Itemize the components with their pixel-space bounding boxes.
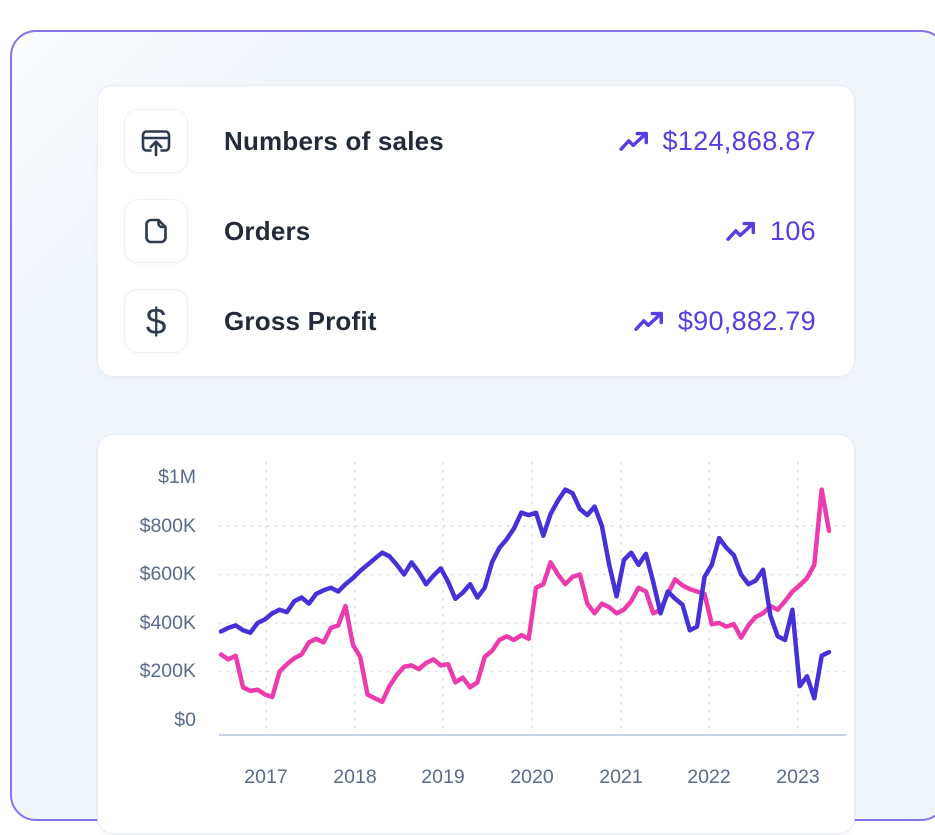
y-axis-tick: $1M bbox=[158, 466, 196, 488]
x-axis-tick: 2017 bbox=[244, 766, 288, 788]
y-axis-tick: $400K bbox=[139, 612, 196, 634]
x-axis-tick: 2018 bbox=[333, 766, 377, 788]
stat-value: $90,882.79 bbox=[677, 305, 816, 336]
x-axis-tick: 2021 bbox=[599, 766, 643, 788]
y-axis-tick: $200K bbox=[139, 660, 196, 682]
line-chart[interactable]: $1M $800K $600K $400K $200K $0 2017 2018… bbox=[98, 435, 854, 833]
dollar-glyph: $ bbox=[145, 300, 167, 342]
x-axis-tick: 2022 bbox=[687, 766, 731, 788]
y-axis-tick: $600K bbox=[139, 563, 196, 585]
stat-row-sales: Numbers of sales $124,868.87 bbox=[124, 109, 816, 173]
chart-card: $1M $800K $600K $400K $200K $0 2017 2018… bbox=[97, 434, 855, 834]
dollar-icon: $ bbox=[124, 289, 188, 353]
stat-label: Numbers of sales bbox=[224, 125, 444, 156]
stats-card: Numbers of sales $124,868.87 Orders bbox=[97, 85, 855, 377]
stat-row-gross-profit: $ Gross Profit $90,882.79 bbox=[124, 289, 816, 353]
stat-row-orders: Orders 106 bbox=[124, 199, 816, 263]
y-axis-tick: $0 bbox=[174, 709, 196, 731]
file-icon bbox=[124, 199, 188, 263]
trend-up-icon bbox=[618, 130, 650, 153]
stat-label: Gross Profit bbox=[224, 305, 377, 336]
stat-label: Orders bbox=[224, 215, 311, 246]
y-axis-tick: $800K bbox=[139, 515, 196, 537]
stat-value: 106 bbox=[770, 215, 816, 246]
chart-plot bbox=[218, 462, 846, 736]
trend-up-icon bbox=[634, 310, 665, 333]
card-upload-icon bbox=[124, 109, 188, 173]
x-axis-tick: 2023 bbox=[776, 766, 820, 788]
x-axis-tick: 2019 bbox=[421, 766, 465, 788]
x-axis-tick: 2020 bbox=[510, 766, 554, 788]
stat-value: $124,868.87 bbox=[662, 125, 816, 156]
trend-up-icon bbox=[726, 220, 757, 243]
